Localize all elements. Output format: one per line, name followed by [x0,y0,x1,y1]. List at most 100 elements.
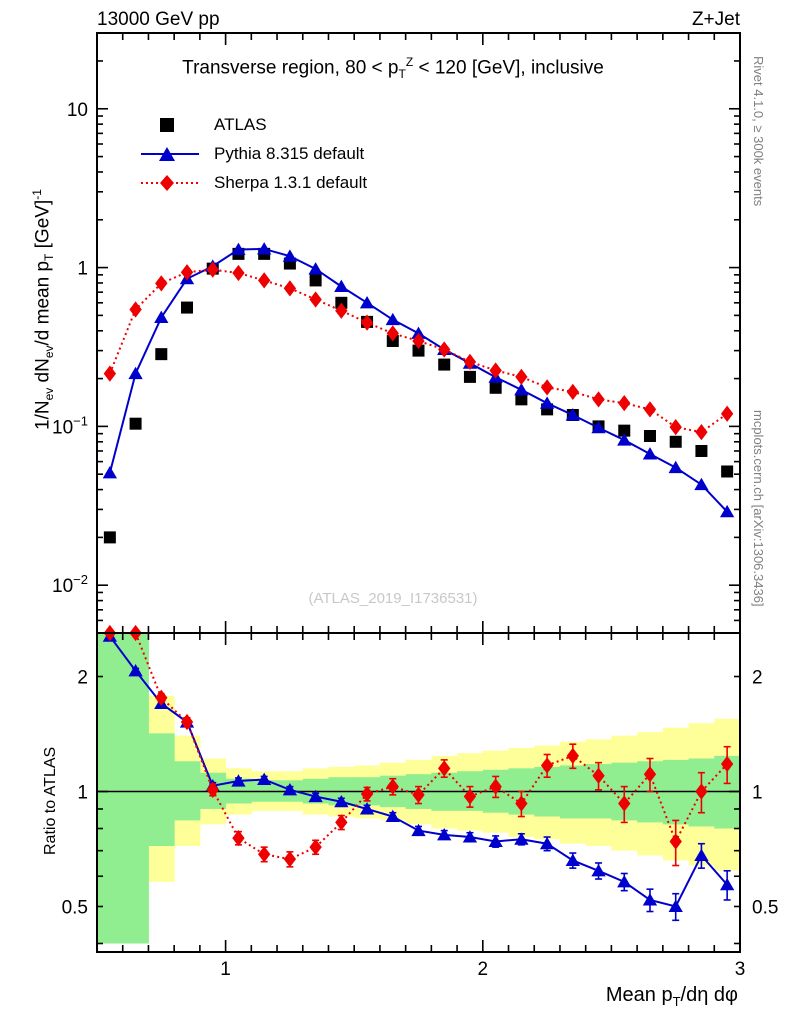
marker-diamond [206,261,219,278]
marker-diamond [463,788,477,805]
marker-triangle [385,809,400,823]
marker-triangle [668,899,683,913]
marker-diamond [309,839,322,856]
marker-diamond [592,767,605,784]
page-title: Transverse region, 80 < pTZ < 120 [GeV],… [182,55,604,82]
marker-square [181,301,194,314]
marker-diamond [155,275,168,292]
marker-diamond [489,362,502,379]
legend-key-atlas [140,114,200,136]
legend-item-pythia: Pythia 8.315 default [140,139,367,168]
marker-diamond [258,272,271,289]
marker-triangle [668,460,683,474]
marker-diamond [103,365,117,382]
marker-diamond [489,778,502,795]
marker-diamond [360,785,374,803]
legend: ATLAS Pythia 8.315 default Sherpa 1.3.1 … [140,110,367,197]
marker-square [412,344,425,357]
marker-diamond [592,391,605,408]
marker-diamond [155,689,168,706]
marker-triangle [154,310,169,324]
marker-diamond [720,405,734,422]
marker-diamond [258,846,271,863]
marker-diamond [463,353,477,370]
series-pythia [102,242,735,518]
marker-diamond [515,368,528,386]
collision-energy-label: 13000 GeV pp [97,9,220,30]
marker-diamond [129,301,142,318]
marker-square [515,393,528,406]
marker-triangle [719,504,735,518]
marker-triangle [694,477,709,491]
marker-diamond [540,379,554,396]
band-inner-segment [97,633,124,944]
marker-triangle [102,466,118,479]
y-tick-label-ratio-right: 0.5 [752,897,778,918]
marker-square [309,274,322,287]
marker-triangle [488,834,503,847]
y-tick-label-main: 10−1 [52,413,88,438]
y-tick-label-ratio-right: 2 [752,668,763,689]
marker-diamond [618,395,631,412]
process-label: Z+Jet [691,9,740,30]
marker-diamond [412,332,425,350]
marker-triangle [565,853,580,866]
legend-item-sherpa: Sherpa 1.3.1 default [140,168,367,197]
marker-diamond [335,302,348,319]
y-tick-label-ratio-right: 1 [752,782,763,803]
series-line [108,247,728,513]
marker-triangle [231,242,246,256]
marker-diamond [669,418,682,436]
y-tick-label-main: 10−2 [52,572,88,597]
marker-diamond [232,829,245,847]
marker-triangle [411,823,426,837]
marker-diamond [643,401,657,418]
marker-diamond [206,781,219,798]
legend-key-pythia [140,143,200,165]
legend-label-atlas: ATLAS [214,114,267,134]
marker-triangle [334,794,349,808]
marker-triangle [617,433,632,446]
series-atlas [103,247,734,544]
marker-diamond [283,851,297,868]
marker-triangle [385,312,400,326]
marker-triangle [514,382,529,396]
band-inner-segment [148,733,175,846]
marker-triangle [128,366,143,380]
marker-diamond [566,747,579,764]
marker-triangle [231,774,246,787]
marker-triangle [514,832,529,845]
marker-triangle [128,663,143,677]
marker-square [489,381,502,394]
marker-triangle [719,877,735,891]
y-tick-label-ratio: 2 [77,668,88,689]
marker-diamond [360,314,374,331]
ratio-panel-frame [96,632,741,953]
marker-triangle [591,863,606,877]
marker-triangle [334,279,349,293]
x-axis-label: Mean pT/dη dφ [605,984,738,1009]
band-inner-segment [122,633,149,944]
marker-triangle [694,848,709,861]
marker-triangle [257,242,272,255]
marker-diamond [180,713,194,731]
marker-square [103,531,116,544]
marker-diamond [412,786,425,803]
legend-key-sherpa [140,172,200,194]
marker-triangle [411,326,426,339]
x-tick-label: 2 [478,959,489,980]
series-sherpa [103,261,734,441]
marker-diamond [309,291,322,308]
axis-ticks [96,33,741,952]
marker-diamond [695,424,708,441]
marker-square [438,358,451,371]
marker-diamond [283,280,297,297]
y-tick-label-main: 1 [77,259,88,280]
marker-diamond [386,325,399,342]
marker-triangle [257,772,272,786]
x-tick-label: 3 [735,959,746,980]
marker-square [721,465,734,478]
marker-diamond [386,778,399,795]
marker-triangle [282,783,298,796]
marker-triangle [642,893,658,906]
